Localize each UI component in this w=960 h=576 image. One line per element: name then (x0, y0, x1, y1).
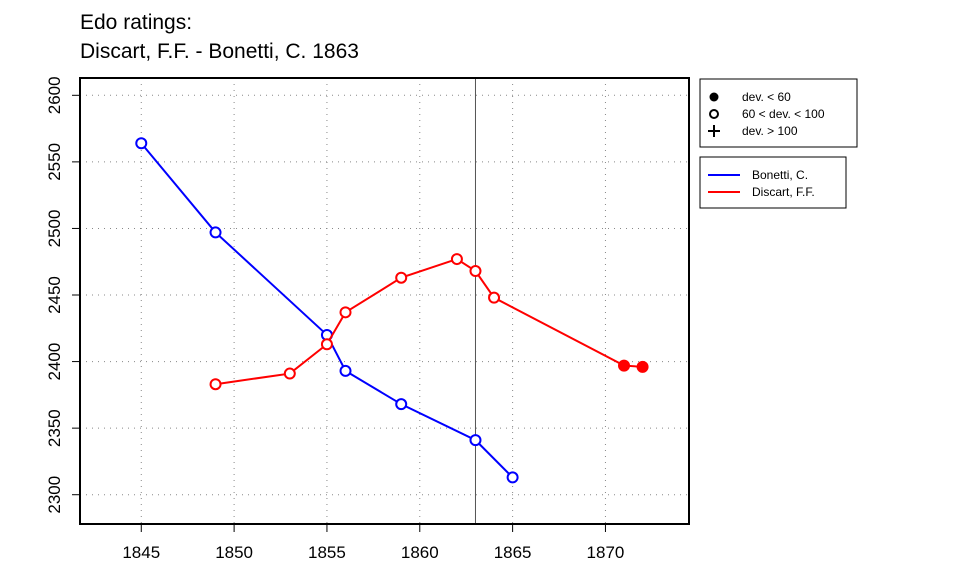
series (209, 253, 649, 391)
legend-marker-open (709, 109, 719, 119)
y-tick-label: 2550 (45, 143, 64, 181)
series-line (140, 142, 514, 479)
data-point (469, 265, 482, 278)
data-point (320, 338, 333, 351)
data-point (209, 378, 222, 391)
series-legend-box (699, 156, 847, 209)
data-point (636, 360, 649, 373)
data-point (506, 471, 519, 484)
marker-legend-box (699, 78, 858, 148)
data-point (618, 359, 631, 372)
x-tick-label: 1870 (587, 543, 625, 562)
series-layer (135, 137, 649, 484)
x-tick-label: 1845 (122, 543, 160, 562)
y-tick-label: 2450 (45, 276, 64, 314)
x-tick-label: 1865 (494, 543, 532, 562)
y-tick-label: 2500 (45, 210, 64, 248)
legend-label: 60 < dev. < 100 (742, 107, 825, 121)
legend-label: dev. < 60 (742, 90, 791, 104)
data-point (469, 434, 482, 447)
series-line (215, 257, 643, 386)
y-tick-label: 2600 (45, 76, 64, 114)
legend-marker-filled (709, 92, 719, 102)
data-point (395, 398, 408, 411)
x-tick-label: 1850 (215, 543, 253, 562)
x-axis: 1845 1850 1855 1860 1865 1870 (122, 525, 624, 562)
data-point (339, 364, 352, 377)
y-tick-label: 2300 (45, 476, 64, 514)
chart-title-line-1: Edo ratings: (80, 11, 193, 34)
data-point (395, 271, 408, 284)
data-point (450, 253, 463, 266)
y-tick-label: 2350 (45, 409, 64, 447)
data-point (488, 291, 501, 304)
legend-label: dev. > 100 (742, 124, 798, 138)
legend-label: Discart, F.F. (752, 185, 815, 199)
series-legend: Bonetti, C. Discart, F.F. (699, 156, 847, 209)
marker-legend: dev. < 60 60 < dev. < 100 dev. > 100 (699, 78, 858, 148)
data-point (209, 226, 222, 239)
x-tick-label: 1860 (401, 543, 439, 562)
y-axis: 2300 2350 2400 2450 2500 2550 2600 (45, 76, 79, 514)
grid (80, 78, 689, 524)
data-point (283, 367, 296, 380)
plot-frame (79, 77, 690, 525)
data-point (135, 137, 148, 150)
chart-title-line-2: Discart, F.F. - Bonetti, C. 1863 (80, 40, 359, 63)
chart-title: Edo ratings: Discart, F.F. - Bonetti, C. … (80, 8, 359, 66)
series (135, 137, 519, 484)
data-point (339, 306, 352, 319)
legend-label: Bonetti, C. (752, 168, 808, 182)
y-tick-label: 2400 (45, 343, 64, 381)
x-tick-label: 1855 (308, 543, 346, 562)
